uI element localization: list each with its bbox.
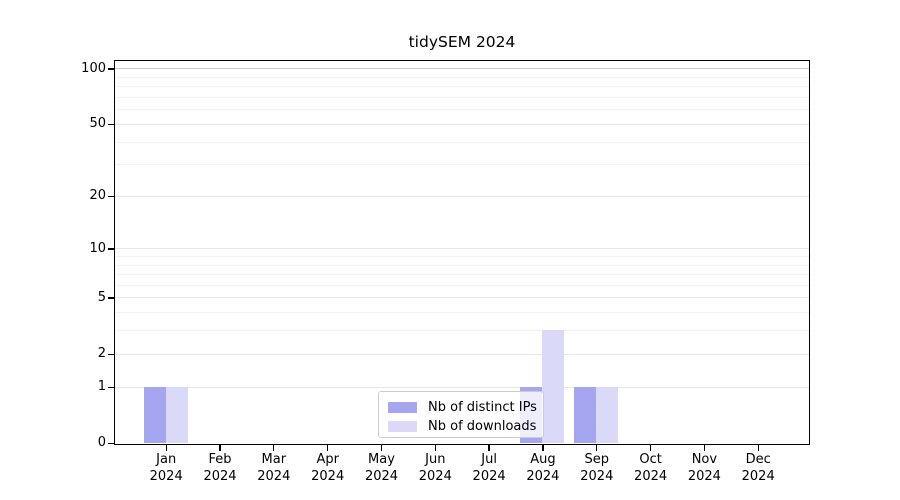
gridline-minor xyxy=(115,86,809,88)
y-tick-label: 20 xyxy=(89,188,106,204)
x-axis-tick xyxy=(165,445,167,451)
x-axis-tick xyxy=(273,445,275,451)
y-axis-tick xyxy=(108,442,114,445)
legend-swatch-distinct-ips xyxy=(388,402,417,413)
y-tick-label: 10 xyxy=(89,240,106,256)
x-axis-tick xyxy=(649,445,652,451)
x-tick-label: Dec 2024 xyxy=(741,452,775,484)
plot-area xyxy=(114,60,810,445)
x-tick-label: May 2024 xyxy=(364,452,399,484)
x-axis-tick xyxy=(327,445,329,451)
x-tick-label: Oct 2024 xyxy=(634,452,668,484)
gridline-major xyxy=(115,297,809,299)
x-tick-label: Feb 2024 xyxy=(203,452,237,484)
y-tick-label: 50 xyxy=(89,116,106,132)
y-tick-label: 100 xyxy=(81,61,106,76)
y-axis-tick xyxy=(108,353,114,355)
gridline-major xyxy=(115,248,809,250)
x-axis-tick xyxy=(488,445,490,451)
y-tick-label: 2 xyxy=(97,346,106,362)
bar-downloads xyxy=(542,330,565,443)
legend-swatch-downloads xyxy=(388,421,417,432)
y-tick-label: 1 xyxy=(97,379,106,395)
legend-item-distinct-ips: Nb of distinct IPs xyxy=(388,399,537,416)
x-tick-label: Jan 2024 xyxy=(149,452,183,484)
x-axis-tick xyxy=(596,445,598,451)
bar-distinct-ips xyxy=(143,386,166,443)
legend-label-distinct-ips: Nb of distinct IPs xyxy=(428,400,537,415)
gridline-minor xyxy=(115,76,809,78)
plot-inner xyxy=(115,61,809,444)
y-axis-tick xyxy=(108,195,114,198)
x-axis-tick xyxy=(757,445,759,451)
gridline-minor xyxy=(115,141,809,143)
gridline-major xyxy=(115,123,809,125)
legend: Nb of distinct IPs Nb of downloads xyxy=(378,391,544,438)
x-tick-label: Apr 2024 xyxy=(311,452,345,484)
y-tick-label: 0 xyxy=(97,435,106,451)
gridline-minor xyxy=(115,256,809,257)
bar-distinct-ips xyxy=(574,386,597,443)
x-tick-label: Aug 2024 xyxy=(526,452,560,484)
x-axis-tick xyxy=(542,445,544,451)
gridline-minor xyxy=(115,274,809,276)
chart-title: tidySEM 2024 xyxy=(408,33,516,51)
gridline-minor xyxy=(115,109,809,111)
legend-item-downloads: Nb of downloads xyxy=(388,418,537,435)
gridline-major xyxy=(115,68,809,70)
gridline-minor xyxy=(115,312,809,314)
x-tick-label: Nov 2024 xyxy=(687,452,721,484)
y-tick-label: 5 xyxy=(97,290,106,305)
bar-downloads xyxy=(165,386,188,443)
x-tick-label: Mar 2024 xyxy=(257,452,291,484)
gridline-minor xyxy=(115,330,809,332)
y-axis-tick xyxy=(108,123,114,126)
gridline-major xyxy=(115,386,809,388)
gridline-minor xyxy=(115,97,809,98)
gridline-minor xyxy=(115,284,809,286)
x-tick-label: Jul 2024 xyxy=(472,452,506,484)
x-axis-tick xyxy=(380,445,383,451)
gridline-major xyxy=(115,195,809,197)
y-axis-tick xyxy=(108,386,114,388)
y-axis-tick xyxy=(108,248,114,250)
bar-downloads xyxy=(596,386,619,443)
y-axis-tick xyxy=(108,297,114,299)
legend-label-downloads: Nb of downloads xyxy=(428,419,537,434)
gridline-major xyxy=(115,353,809,355)
x-axis-tick xyxy=(703,445,706,451)
x-axis-tick xyxy=(219,445,221,451)
x-tick-label: Sep 2024 xyxy=(580,452,614,484)
gridline-minor xyxy=(115,164,809,166)
gridline-minor xyxy=(115,264,809,266)
x-tick-label: Jun 2024 xyxy=(418,452,452,484)
x-axis-tick xyxy=(434,445,436,451)
y-axis-tick xyxy=(108,68,114,70)
